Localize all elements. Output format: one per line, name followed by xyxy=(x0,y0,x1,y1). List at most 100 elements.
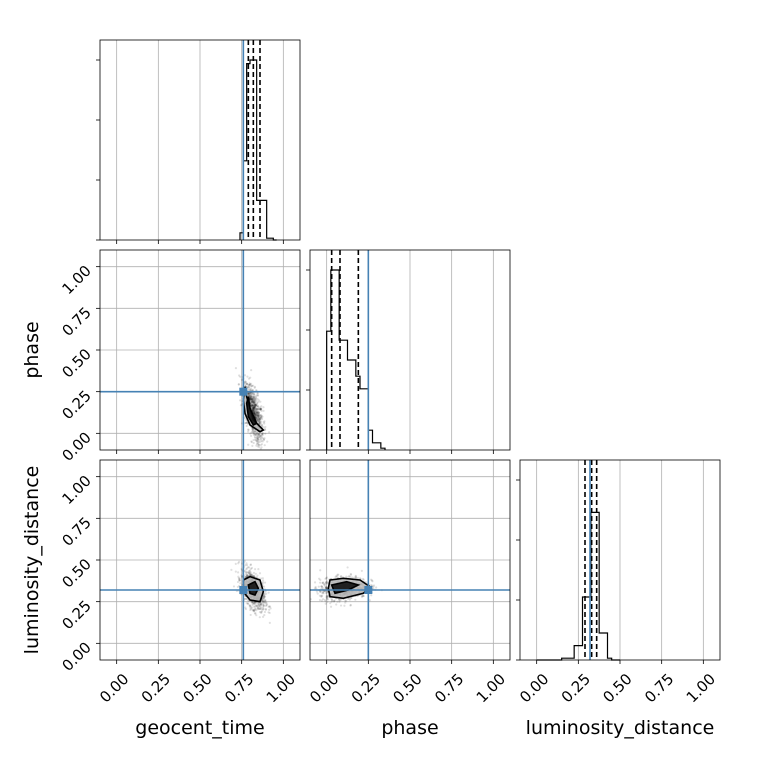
sample-point xyxy=(246,571,249,574)
sample-point xyxy=(325,595,328,598)
sample-point xyxy=(237,575,240,578)
sample-point xyxy=(251,401,255,404)
sample-point xyxy=(250,566,254,570)
sample-point xyxy=(354,574,357,577)
sample-point xyxy=(267,605,270,608)
sample-point xyxy=(330,598,334,601)
sample-point xyxy=(255,405,258,408)
sample-point xyxy=(252,441,255,445)
sample-point xyxy=(260,409,263,412)
sample-point xyxy=(263,437,266,440)
sample-point xyxy=(249,388,252,391)
sample-point xyxy=(252,408,255,411)
sample-point xyxy=(244,380,247,384)
sample-point xyxy=(258,418,261,421)
sample-point xyxy=(252,574,256,577)
sample-point xyxy=(257,437,260,440)
sample-point xyxy=(258,417,261,420)
sample-point xyxy=(263,599,267,602)
sample-point xyxy=(325,576,329,579)
sample-point xyxy=(249,567,253,570)
sample-point xyxy=(257,412,260,415)
sample-point xyxy=(255,395,258,399)
sample-point xyxy=(251,404,254,407)
sample-point xyxy=(245,575,249,578)
sample-point xyxy=(252,410,255,413)
sample-point xyxy=(351,576,354,579)
sample-point xyxy=(253,385,257,388)
sample-point xyxy=(251,404,254,408)
sample-point xyxy=(255,609,258,612)
sample-point xyxy=(254,612,257,615)
sample-point xyxy=(255,436,259,439)
sample-point xyxy=(247,389,250,392)
sample-point xyxy=(345,575,348,578)
sample-point xyxy=(254,415,257,418)
grid-luminosity_distance-geocent_time xyxy=(100,460,300,660)
sample-point xyxy=(250,573,254,576)
sample-point xyxy=(322,592,325,595)
sample-point xyxy=(240,378,243,381)
sample-point xyxy=(339,575,342,578)
sample-point xyxy=(250,398,254,401)
sample-point xyxy=(261,599,264,602)
sample-point xyxy=(262,604,265,607)
sample-point xyxy=(254,413,257,416)
sample-point xyxy=(349,597,352,600)
sample-point xyxy=(247,391,250,395)
sample-point xyxy=(250,395,253,399)
sample-point xyxy=(247,387,250,390)
sample-point xyxy=(251,428,254,432)
sample-point xyxy=(261,440,264,443)
sample-point xyxy=(344,601,347,604)
sample-point xyxy=(261,597,264,600)
sample-point xyxy=(326,600,329,604)
sample-point xyxy=(237,562,240,565)
sample-point xyxy=(246,423,250,426)
sample-point xyxy=(359,577,362,580)
sample-point xyxy=(237,383,240,386)
sample-point xyxy=(263,610,267,614)
sample-point xyxy=(336,600,339,603)
sample-point xyxy=(260,423,263,426)
histogram-phase xyxy=(326,269,386,450)
sample-point xyxy=(257,432,261,435)
sample-point xyxy=(335,603,338,606)
sample-point xyxy=(324,587,327,590)
sample-point xyxy=(256,438,260,441)
sample-point xyxy=(256,404,259,407)
x-tick-label: 0.25 xyxy=(348,670,384,706)
sample-point xyxy=(259,407,262,410)
sample-point xyxy=(250,396,253,399)
sample-point xyxy=(326,595,329,598)
sample-point xyxy=(348,598,351,601)
sample-point xyxy=(324,587,327,590)
sample-point xyxy=(362,578,365,581)
sample-point xyxy=(264,425,267,429)
contours-luminosity_distance-vs-phase xyxy=(327,577,372,600)
sample-point xyxy=(252,401,256,404)
sample-point xyxy=(259,400,262,403)
sample-point xyxy=(257,408,260,411)
sample-point xyxy=(238,579,241,582)
sample-point xyxy=(257,415,261,418)
sample-point xyxy=(257,602,260,606)
sample-point xyxy=(252,404,255,407)
sample-point xyxy=(250,427,254,430)
sample-point xyxy=(253,410,256,413)
sample-point xyxy=(259,408,262,411)
x-tick-label: 0.50 xyxy=(599,670,635,706)
sample-point xyxy=(316,592,319,595)
sample-point xyxy=(264,604,268,608)
sample-point xyxy=(268,605,272,608)
sample-point xyxy=(256,407,260,411)
sample-point xyxy=(255,416,258,419)
sample-point xyxy=(245,571,248,574)
sample-point xyxy=(249,385,253,388)
sample-point xyxy=(253,430,257,433)
sample-point xyxy=(248,566,251,569)
sample-point xyxy=(249,395,253,398)
sample-point xyxy=(371,580,374,583)
sample-point xyxy=(249,613,252,617)
sample-point xyxy=(256,408,259,411)
